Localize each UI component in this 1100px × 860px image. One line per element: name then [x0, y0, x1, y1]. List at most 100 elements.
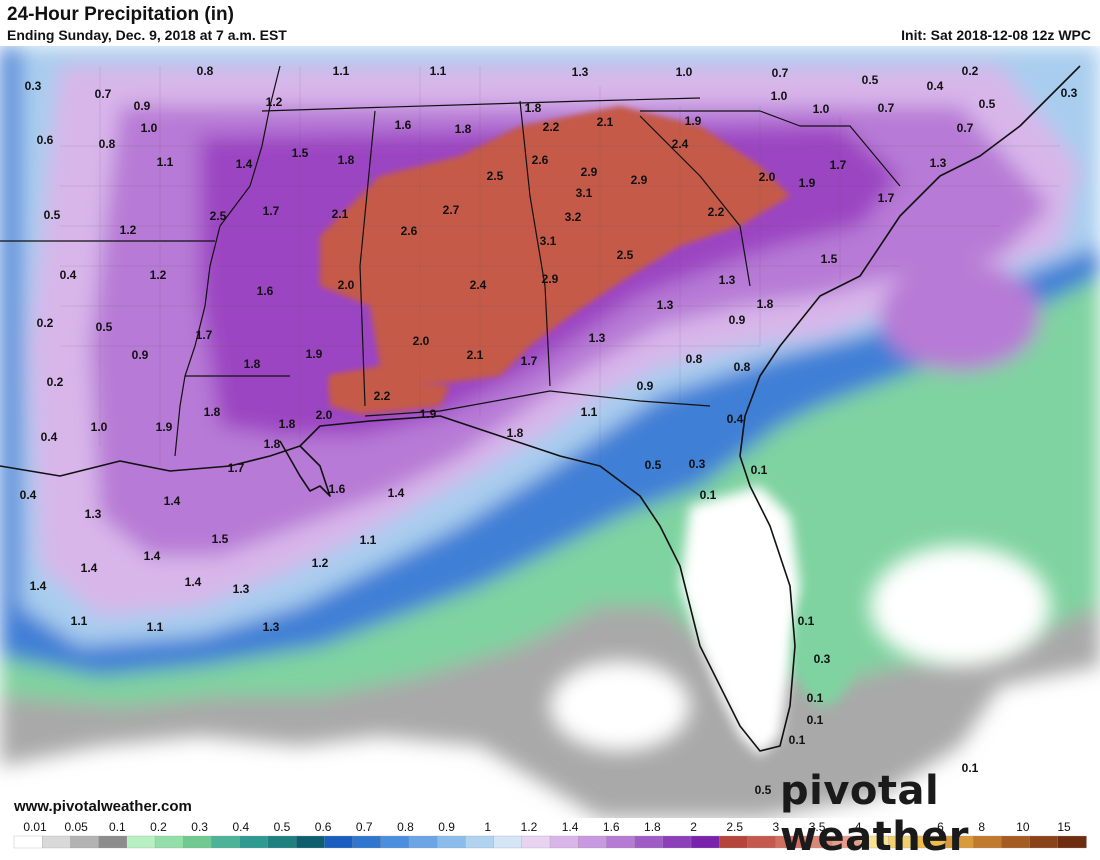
value-label: 1.7 — [228, 461, 245, 475]
website-url[interactable]: www.pivotalweather.com — [14, 798, 192, 815]
value-label: 0.3 — [25, 79, 42, 93]
county-grid — [60, 66, 1060, 466]
value-label: 2.5 — [487, 169, 504, 183]
value-label: 1.1 — [581, 405, 598, 419]
value-label: 2.2 — [543, 120, 560, 134]
legend-tick-label: 0.1 — [109, 820, 126, 834]
value-label: 2.2 — [374, 389, 391, 403]
value-label: 0.2 — [962, 64, 979, 78]
value-label: 0.1 — [962, 761, 979, 775]
legend-swatch — [549, 835, 579, 849]
value-label: 0.9 — [729, 313, 746, 327]
fill-atlantic-dry — [870, 546, 1050, 666]
value-label: 0.9 — [134, 99, 151, 113]
value-label: 0.2 — [47, 375, 64, 389]
legend-swatch — [267, 835, 297, 849]
value-label: 0.3 — [1061, 86, 1078, 100]
value-label: 1.4 — [30, 579, 47, 593]
legend-tick-label: 0.6 — [315, 820, 332, 834]
boundary-ga-fl — [549, 390, 711, 407]
legend-swatch — [493, 835, 523, 849]
legend-swatch — [1057, 835, 1087, 849]
fill-offshore-purple — [880, 261, 1040, 371]
value-label: 1.1 — [71, 614, 88, 628]
legend-swatch — [634, 835, 664, 849]
value-label: 1.7 — [878, 191, 895, 205]
value-label: 1.3 — [719, 273, 736, 287]
value-label: 1.4 — [164, 494, 181, 508]
legend-tick-label: 2 — [690, 820, 697, 834]
legend-swatch — [352, 835, 382, 849]
precipitation-map: 0.3 0.7 0.9 1.0 0.6 0.8 1.1 0.8 1.2 1.4 … — [0, 46, 1100, 818]
value-label: 1.0 — [676, 65, 693, 79]
value-label: 0.8 — [686, 352, 703, 366]
value-label: 1.6 — [395, 118, 412, 132]
value-label: 1.8 — [244, 357, 261, 371]
value-label: 1.0 — [813, 102, 830, 116]
value-label: 2.5 — [210, 209, 227, 223]
value-label: 1.7 — [521, 354, 538, 368]
value-label: 1.8 — [279, 417, 296, 431]
value-label: 1.1 — [430, 64, 447, 78]
legend-swatch — [211, 835, 241, 849]
value-label: 1.4 — [81, 561, 98, 575]
value-label: 1.1 — [147, 620, 164, 634]
value-label: 0.1 — [807, 713, 824, 727]
value-label: 1.0 — [141, 121, 158, 135]
value-label: 1.3 — [930, 156, 947, 170]
legend-swatch — [295, 835, 325, 849]
coastline — [0, 65, 1081, 752]
gulf-coast — [0, 65, 1081, 752]
value-label: 2.9 — [631, 173, 648, 187]
value-label: 1.7 — [196, 328, 213, 342]
map-subtitle: Ending Sunday, Dec. 9, 2018 at 7 a.m. ES… — [7, 27, 287, 43]
value-label: 1.0 — [771, 89, 788, 103]
value-label: 0.5 — [862, 73, 879, 87]
fill-red — [320, 106, 790, 396]
value-label: 0.9 — [637, 379, 654, 393]
value-label: 1.4 — [236, 157, 253, 171]
legend-tick-label: 5 — [896, 820, 903, 834]
legend-swatch — [13, 835, 43, 849]
value-label: 0.4 — [60, 268, 77, 282]
value-label: 0.5 — [96, 320, 113, 334]
value-label: 1.9 — [685, 114, 702, 128]
init-time: Init: Sat 2018-12-08 12z WPC — [901, 27, 1091, 43]
legend-swatch — [747, 835, 777, 849]
value-label: 0.7 — [878, 101, 895, 115]
value-label: 2.1 — [467, 348, 484, 362]
value-label: 1.4 — [144, 549, 161, 563]
header: 24-Hour Precipitation (in) Ending Sunday… — [0, 0, 1100, 46]
value-label: 3.1 — [576, 186, 593, 200]
legend-swatch — [42, 835, 72, 849]
value-label: 2.1 — [332, 207, 349, 221]
value-label: 1.9 — [306, 347, 323, 361]
value-label: 1.0 — [91, 420, 108, 434]
value-label: 2.0 — [413, 334, 430, 348]
legend-swatch — [578, 835, 608, 849]
legend-swatch — [126, 835, 156, 849]
value-label: 0.7 — [95, 87, 112, 101]
value-label: 2.0 — [316, 408, 333, 422]
legend-tick-label: 1.8 — [644, 820, 661, 834]
value-label: 0.8 — [99, 137, 116, 151]
legend-tick-label: 2.5 — [726, 820, 743, 834]
legend-tick-label: 3 — [773, 820, 780, 834]
fill-florida-dry — [680, 486, 800, 756]
value-label: 1.8 — [455, 122, 472, 136]
boundary-tn-ms-al — [261, 97, 701, 112]
value-label: 0.2 — [37, 316, 54, 330]
legend-tick-label: 0.9 — [438, 820, 455, 834]
legend-tick-label: 1.2 — [521, 820, 538, 834]
legend-tick-label: 10 — [1016, 820, 1030, 834]
legend-swatch — [606, 835, 636, 849]
value-label: 2.6 — [532, 153, 549, 167]
value-label: 2.4 — [672, 137, 689, 151]
legend-swatch — [408, 835, 438, 849]
value-label: 0.5 — [44, 208, 61, 222]
value-label: 2.2 — [708, 205, 725, 219]
value-label: 1.8 — [204, 405, 221, 419]
value-label: 0.5 — [755, 783, 772, 797]
legend-tick-label: 15 — [1057, 820, 1071, 834]
